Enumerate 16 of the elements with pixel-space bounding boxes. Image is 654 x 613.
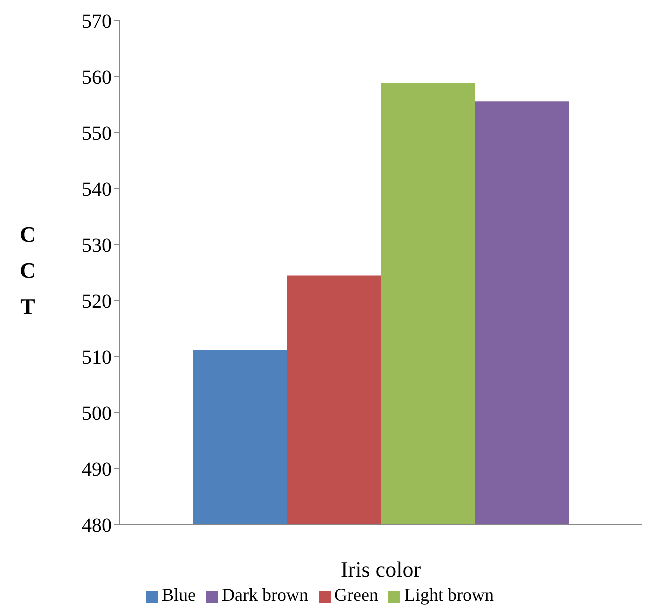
legend-label: Blue bbox=[162, 585, 196, 605]
y-tick-label: 570 bbox=[82, 11, 112, 34]
x-axis-title: Iris color bbox=[340, 557, 422, 582]
y-tick-label: 490 bbox=[82, 459, 112, 482]
legend-label: Light brown bbox=[404, 585, 494, 605]
y-tick-label: 550 bbox=[82, 123, 112, 146]
legend-label: Green bbox=[334, 585, 378, 605]
y-tick-label: 540 bbox=[82, 179, 112, 202]
y-tick-label: 520 bbox=[82, 291, 112, 314]
y-tick-label: 560 bbox=[82, 67, 112, 90]
legend-label: Dark brown bbox=[222, 585, 308, 605]
y-tick-label: 530 bbox=[82, 235, 112, 258]
y-tick-label: 480 bbox=[82, 515, 112, 538]
y-axis-title: CCT bbox=[20, 222, 36, 320]
y-tick-label: 500 bbox=[82, 403, 112, 426]
y-tick-label: 510 bbox=[82, 347, 112, 370]
